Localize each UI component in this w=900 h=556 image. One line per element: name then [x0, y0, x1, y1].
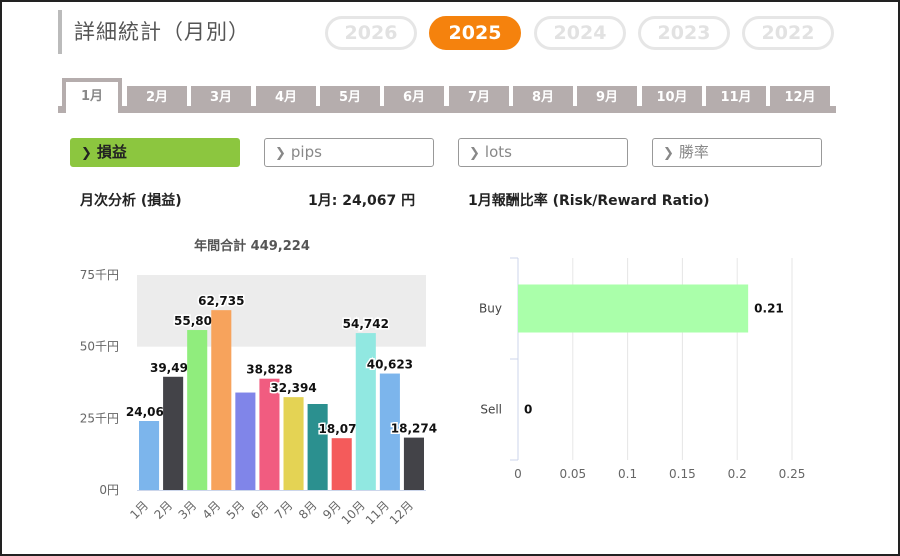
bar-12月[interactable] — [403, 437, 424, 490]
y-tick-label: 75千円 — [80, 268, 119, 282]
data-label: 38,828 — [246, 363, 292, 377]
metric-label: lots — [484, 143, 512, 161]
data-label: 32,394 — [270, 381, 316, 395]
metric-label: 勝率 — [678, 143, 709, 161]
risk-reward-heading: 1月報酬比率 (Risk/Reward Ratio) — [468, 193, 710, 209]
monthly-analysis-heading: 月次分析 (損益) — [80, 193, 182, 209]
x-tick-label: 0.1 — [618, 467, 637, 481]
metric-button-winrate[interactable]: ❯ 勝率 — [652, 138, 822, 167]
page-title: 詳細統計（月別） — [58, 10, 250, 54]
x-tick-label: 0.15 — [669, 467, 696, 481]
x-tick-label: 2月 — [151, 498, 175, 522]
x-tick-label: 8月 — [296, 498, 320, 522]
bar-11月[interactable] — [379, 373, 400, 490]
bar-7月[interactable] — [283, 397, 304, 490]
data-label: 24,067 — [126, 405, 172, 419]
metric-label: 損益 — [96, 143, 127, 161]
data-label: 62,735 — [198, 294, 244, 308]
chevron-right-icon: ❯ — [663, 146, 674, 161]
y-tick-label: 0円 — [99, 483, 119, 497]
data-label: 18,274 — [391, 422, 437, 436]
x-tick-label: 3月 — [176, 498, 200, 522]
x-tick-label: 10月 — [339, 498, 368, 527]
year-button-2022[interactable]: 2022 — [742, 16, 834, 50]
year-button-2025[interactable]: 2025 — [429, 16, 521, 50]
data-label: 39,496 — [150, 361, 196, 375]
bar-1月[interactable] — [139, 421, 160, 490]
bar-6月[interactable] — [259, 378, 280, 490]
chart-title: 年間合計 449,224 — [194, 238, 310, 254]
bar-9月[interactable] — [331, 438, 352, 490]
x-tick-label: 0 — [514, 467, 522, 481]
bar-8月[interactable] — [307, 404, 328, 490]
bar-buy[interactable] — [518, 284, 749, 333]
tab-month-11[interactable]: 11月 — [706, 86, 766, 110]
data-label: 0.21 — [754, 302, 784, 316]
tab-month-2[interactable]: 2月 — [127, 86, 187, 110]
metric-button-lots[interactable]: ❯ lots — [458, 138, 628, 167]
x-tick-label: 0.25 — [779, 467, 806, 481]
data-label: 40,623 — [367, 358, 413, 372]
chevron-right-icon: ❯ — [275, 146, 286, 161]
month-summary: 1月: 24,067 円 — [308, 193, 416, 209]
risk-reward-chart: 0 0.05 0.1 0.15 0.2 0.25 Buy 0.21 Sell 0 — [479, 257, 806, 481]
bar-5月[interactable] — [235, 392, 256, 490]
plot-band — [137, 275, 426, 347]
x-tick-label: 1月 — [127, 498, 151, 522]
x-tick-label: 4月 — [200, 498, 224, 522]
year-button-2023[interactable]: 2023 — [638, 16, 730, 50]
x-tick-label: 11月 — [363, 498, 392, 527]
metric-label: pips — [290, 143, 322, 161]
data-label: 55,806 — [174, 314, 220, 328]
data-label: 54,742 — [343, 317, 389, 331]
tab-month-1[interactable]: 1月 — [62, 78, 122, 113]
x-tick-label: 0.05 — [559, 467, 586, 481]
bar-3月[interactable] — [187, 330, 208, 490]
year-button-2026[interactable]: 2026 — [325, 16, 417, 50]
chevron-right-icon: ❯ — [469, 146, 480, 161]
metric-button-pips[interactable]: ❯ pips — [264, 138, 434, 167]
y-tick-label: Sell — [480, 403, 502, 417]
tab-month-12[interactable]: 12月 — [770, 86, 830, 110]
y-tick-label: 50千円 — [80, 340, 119, 354]
tab-month-5[interactable]: 5月 — [320, 86, 380, 110]
tab-month-3[interactable]: 3月 — [191, 86, 251, 110]
bar-2月[interactable] — [163, 376, 184, 490]
tab-month-9[interactable]: 9月 — [577, 86, 637, 110]
y-tick-label: Buy — [479, 302, 502, 316]
monthly-profit-chart: 年間合計 449,224 0円 25千円 50千円 75千円 24,067 1月 39,49… — [80, 238, 439, 527]
x-tick-label: 6月 — [248, 498, 272, 522]
metric-button-profit[interactable]: ❯ 損益 — [70, 138, 240, 167]
chevron-right-icon: ❯ — [81, 146, 92, 161]
tab-month-10[interactable]: 10月 — [642, 86, 702, 110]
tab-month-7[interactable]: 7月 — [449, 86, 509, 110]
x-tick-label: 5月 — [224, 498, 248, 522]
tab-month-4[interactable]: 4月 — [256, 86, 316, 110]
bar-4月[interactable] — [211, 310, 232, 490]
data-label: 18,074 — [319, 422, 365, 436]
data-label: 0 — [524, 403, 532, 417]
month-tab-bar — [58, 106, 836, 113]
tab-month-6[interactable]: 6月 — [384, 86, 444, 110]
tab-month-8[interactable]: 8月 — [513, 86, 573, 110]
x-tick-label: 0.2 — [728, 467, 747, 481]
x-tick-label: 7月 — [272, 498, 296, 522]
y-tick-label: 25千円 — [80, 411, 119, 425]
x-tick-label: 12月 — [387, 498, 416, 527]
year-button-2024[interactable]: 2024 — [534, 16, 626, 50]
bar-10月[interactable] — [355, 333, 376, 490]
